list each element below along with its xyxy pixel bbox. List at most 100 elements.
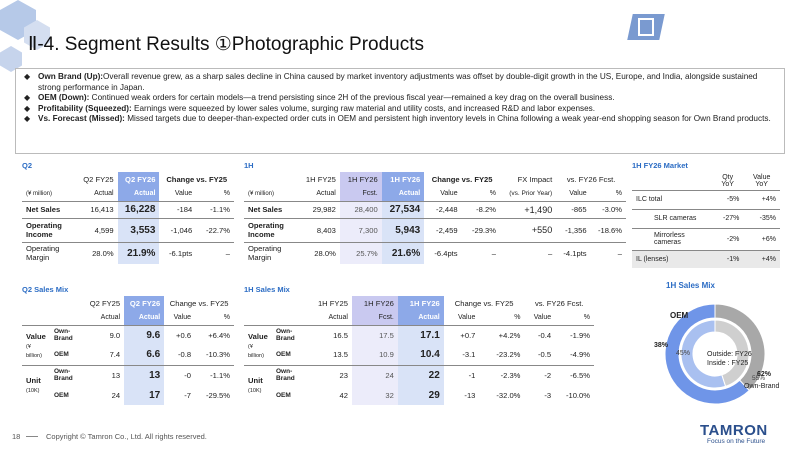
outer-own-pct: 62% [757, 371, 772, 378]
cell: 7.4 [109, 350, 121, 360]
cell: -7 [184, 390, 192, 400]
diamond-icon: ◆ [24, 103, 31, 113]
cell: 10.9 [351, 345, 398, 365]
cell: -184 [159, 200, 197, 218]
cell: -2% [712, 227, 744, 250]
sub-header: Fcst. [339, 187, 382, 201]
cell: 22 [397, 364, 444, 385]
cell: 17.5 [351, 324, 398, 345]
row-label: Own-Brand [50, 364, 84, 385]
cell: -2,448 [424, 200, 462, 218]
oem-label: OEM [670, 311, 689, 320]
cell: -1.1% [195, 364, 234, 385]
col-header: vs. FY26 Fcst. [566, 175, 616, 184]
bullet-text: Continued weak orders for certain models… [91, 93, 615, 103]
cell: 13.5 [333, 350, 348, 360]
diamond-icon: ◆ [24, 114, 31, 124]
cell: -1 [443, 364, 480, 385]
unit-label: (¥ billion) [248, 343, 264, 359]
cell: +550 [500, 217, 557, 242]
page-number: 18 [12, 432, 21, 441]
cell: 10.4 [397, 345, 444, 365]
cell: -6.1pts [159, 241, 197, 264]
bullet-text: Earnings were squeezed by lower sales vo… [134, 103, 596, 113]
bullet-text: Overall revenue grew, as a sharp sales d… [38, 72, 758, 92]
sub-header: Value [174, 190, 193, 198]
cell: 24 [351, 364, 398, 385]
bullet-head: Own Brand (Up): [38, 72, 104, 81]
cell: -1,356 [556, 217, 591, 242]
row-label: Net Sales [244, 200, 298, 218]
sub-header: Actual [381, 187, 425, 201]
cell: +0.7 [443, 324, 480, 345]
cell: -5% [712, 189, 744, 209]
cell: 3,553 [117, 217, 160, 242]
cell: 28,400 [339, 200, 382, 218]
sub-header: Fcst. [351, 311, 398, 325]
cell: 9.6 [124, 324, 165, 345]
unit-label: (10K) [248, 388, 262, 395]
col-header: 1H FY26 [381, 172, 425, 187]
cell: 8,403 [298, 217, 340, 242]
bullet-head: OEM (Down): [38, 93, 90, 103]
row-label: Net Sales [22, 200, 76, 218]
col-header: 1H FY26 [339, 172, 382, 187]
q2-table: Q2 FY25 Q2 FY26 Change vs. FY25 (¥ million… [22, 172, 234, 264]
sub-header: % [615, 190, 622, 198]
cell: -22.7% [196, 217, 234, 242]
unit-label: (¥ billion) [26, 343, 42, 359]
cell: 13 [84, 364, 125, 385]
cell: -6.5% [555, 364, 594, 385]
col-header: 1H FY25 [317, 299, 348, 308]
h1mix-table: 1H FY25 1H FY26 1H FY26 Change vs. FY25 vs. … [244, 296, 594, 405]
inner-oem-pct: 45% [676, 350, 690, 357]
row-label: OEM [54, 351, 69, 359]
cell: -23.2% [496, 350, 521, 360]
cell: +0.6 [164, 324, 196, 345]
frame-icon [638, 18, 654, 36]
cell: -3 [544, 390, 552, 400]
cell: 16.5 [306, 324, 352, 345]
col-header: Change vs. FY25 [454, 299, 514, 308]
bullet-item: ◆ OEM (Down): Continued weak orders for c… [24, 93, 776, 104]
cell: 5,943 [381, 217, 425, 242]
cell: +6% [743, 227, 780, 250]
col-header: Value YoY [752, 173, 771, 188]
inner-own-pct: 55% [752, 375, 765, 382]
h1-label: 1H [244, 161, 254, 170]
row-label: OEM [54, 391, 69, 399]
cell: -1% [712, 249, 744, 268]
cell: 13 [124, 364, 165, 385]
sub-header: % [489, 190, 496, 198]
cell: 21.6% [381, 241, 425, 264]
cell: -18.6% [590, 217, 626, 242]
page-title: Ⅱ-4. Segment Results ①Photographic Produ… [28, 34, 425, 55]
sub-header: (vs. Prior Year) [509, 190, 553, 198]
cell: +4.2% [479, 324, 525, 345]
row-label: ILC total [632, 189, 712, 209]
cell: -1.1% [196, 200, 234, 218]
bullet-item: ◆ Vs. Forecast (Missed): Missed targets d… [24, 114, 776, 125]
bullet-text: Missed targets due to deeper-than-expect… [127, 114, 771, 124]
cell: -4.1pts [556, 241, 591, 264]
row-label: Own-Brand [272, 324, 306, 345]
center-label-2: Inside : FY25 [707, 360, 748, 367]
cell: -0.5 [538, 350, 552, 360]
cell: -10.0% [565, 390, 590, 400]
row-label: IL (lenses) [632, 249, 712, 268]
cell: 24 [111, 390, 121, 400]
cell: 6.6 [124, 345, 165, 365]
sub-header: Actual [124, 311, 165, 325]
cell: -2,459 [424, 217, 462, 242]
sub-header: % [514, 314, 521, 322]
cell: +1,490 [500, 200, 557, 218]
cell: 7,300 [339, 217, 382, 242]
q2-label: Q2 [22, 161, 33, 170]
col-header: Q2 FY26 [117, 172, 160, 187]
row-label: SLR cameras [632, 208, 712, 228]
donut-title: 1H Sales Mix [666, 281, 715, 290]
h1mix-label: 1H Sales Mix [244, 285, 290, 294]
cell: – [590, 241, 626, 264]
sub-header: % [223, 314, 230, 322]
row-label: Own-Brand [272, 364, 306, 385]
